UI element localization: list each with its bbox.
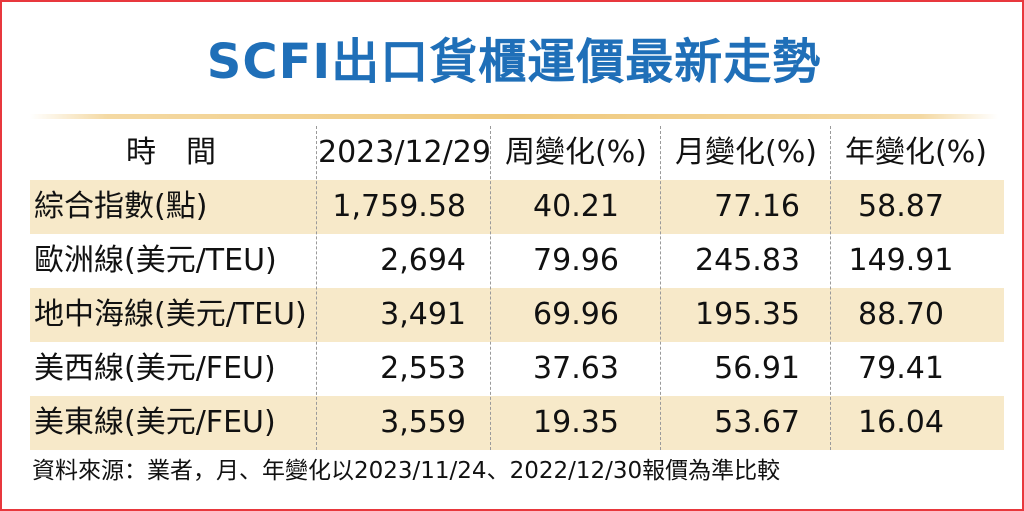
page-title: SCFI出口貨櫃運價最新走勢 — [206, 34, 822, 90]
row-weekly-change: 40.21 — [533, 189, 619, 224]
row-monthly-change: 56.91 — [714, 351, 800, 386]
row-weekly-change: 37.63 — [533, 351, 619, 386]
table-header-row: 時間 2023/12/29 周變化(%) 月變化(%) 年變化(%) — [30, 126, 1004, 180]
source-note: 資料來源：業者，月、年變化以2023/11/24、2022/12/30報價為準比… — [32, 458, 781, 484]
row-monthly-change: 245.83 — [695, 243, 800, 278]
row-label: 歐洲線(美元/TEU) — [34, 243, 277, 278]
row-monthly-change: 195.35 — [695, 297, 800, 332]
row-monthly-change: 53.67 — [714, 405, 800, 440]
table-row: 地中海線(美元/TEU) 3,491 69.96 195.35 88.70 — [30, 288, 1004, 342]
row-value: 3,491 — [380, 297, 466, 332]
row-label: 地中海線(美元/TEU) — [34, 297, 307, 332]
row-yearly-change: 88.70 — [858, 297, 944, 332]
row-yearly-change: 149.91 — [848, 243, 954, 278]
header-time: 時間 — [126, 135, 246, 170]
column-divider — [830, 126, 832, 450]
column-divider — [490, 126, 492, 450]
row-value: 3,559 — [380, 405, 466, 440]
row-weekly-change: 69.96 — [533, 297, 619, 332]
title-divider — [30, 114, 998, 119]
table-row: 綜合指數(點) 1,759.58 40.21 77.16 58.87 — [30, 180, 1004, 234]
table-row: 美西線(美元/FEU) 2,553 37.63 56.91 79.41 — [30, 342, 1004, 396]
header-monthly-change: 月變化(%) — [675, 135, 817, 170]
table-row: 歐洲線(美元/TEU) 2,694 79.96 245.83 149.91 — [30, 234, 1004, 288]
row-value: 2,694 — [380, 243, 466, 278]
row-yearly-change: 58.87 — [858, 189, 944, 224]
header-date: 2023/12/29 — [318, 135, 491, 170]
row-value: 1,759.58 — [332, 189, 466, 224]
row-yearly-change: 16.04 — [858, 405, 944, 440]
row-label: 綜合指數(點) — [34, 189, 208, 224]
row-monthly-change: 77.16 — [714, 189, 800, 224]
column-divider — [660, 126, 662, 450]
row-weekly-change: 79.96 — [533, 243, 619, 278]
table-row: 美東線(美元/FEU) 3,559 19.35 53.67 16.04 — [30, 396, 1004, 450]
header-yearly-change: 年變化(%) — [845, 135, 987, 170]
row-label: 美東線(美元/FEU) — [34, 405, 276, 440]
header-weekly-change: 周變化(%) — [505, 135, 647, 170]
row-label: 美西線(美元/FEU) — [34, 351, 276, 386]
row-value: 2,553 — [380, 351, 466, 386]
row-weekly-change: 19.35 — [533, 405, 619, 440]
row-yearly-change: 79.41 — [858, 351, 944, 386]
column-divider — [316, 126, 318, 450]
